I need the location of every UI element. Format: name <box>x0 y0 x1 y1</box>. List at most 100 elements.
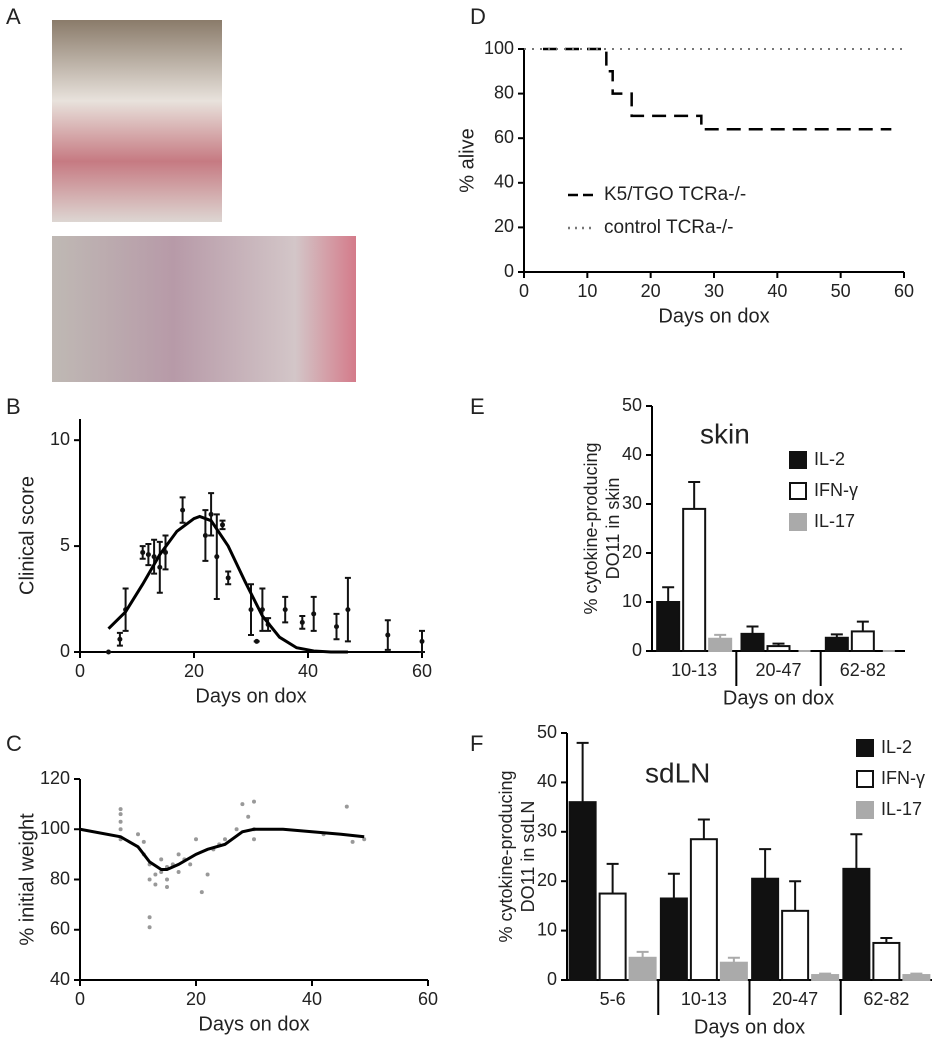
legend-swatch <box>856 801 874 819</box>
point <box>140 549 146 555</box>
panel-label: B <box>6 394 21 419</box>
error-bar <box>830 633 843 638</box>
x-tick-label: 10-13 <box>681 989 727 1009</box>
x-tick-label: 10-13 <box>671 660 717 680</box>
y-tick-label: 0 <box>632 640 642 660</box>
legend-swatch <box>789 513 807 531</box>
point <box>350 839 355 844</box>
y-tick-label: 10 <box>622 591 642 611</box>
point <box>147 915 152 920</box>
bar <box>751 877 780 981</box>
point <box>145 552 151 558</box>
error-bar <box>910 972 923 976</box>
x-tick-label: 30 <box>704 281 724 301</box>
bar <box>902 974 931 981</box>
bar <box>656 601 681 652</box>
x-tick-label: 40 <box>302 989 322 1009</box>
y-tick-label: 40 <box>622 444 642 464</box>
point <box>147 925 152 930</box>
error-bar <box>667 872 680 899</box>
point <box>202 533 208 538</box>
point <box>151 554 157 560</box>
error-bar <box>606 862 619 894</box>
y-tick-label: 100 <box>484 38 514 58</box>
point <box>159 857 164 862</box>
legend-label: IL-17 <box>814 511 855 531</box>
y-tick-label: 20 <box>622 542 642 562</box>
error-bar <box>697 818 710 840</box>
point <box>246 814 251 819</box>
y-tick-label: 40 <box>494 172 514 192</box>
error-bar <box>727 956 740 963</box>
chart-title: skin <box>700 418 750 449</box>
error-bar <box>746 625 759 634</box>
point <box>153 872 158 877</box>
legend-label: IL-17 <box>881 799 922 819</box>
point <box>225 575 231 581</box>
legend-swatch <box>856 739 874 757</box>
bar <box>708 637 733 652</box>
x-tick-label: 40 <box>767 281 787 301</box>
point <box>344 804 349 809</box>
y-tick-label: 0 <box>504 261 514 281</box>
y-tick-label: 5 <box>60 535 70 555</box>
y-axis-label: % cytokine-producing <box>581 442 601 614</box>
x-tick-label: 5-6 <box>600 989 626 1009</box>
y-axis-label: % initial weight <box>16 813 38 946</box>
y-axis-label: DO11 in sdLN <box>518 801 538 913</box>
x-tick-label: 62-82 <box>840 660 886 680</box>
bar <box>842 867 871 981</box>
y-tick-label: 50 <box>537 722 557 742</box>
point <box>118 812 123 817</box>
bar <box>689 838 718 982</box>
point <box>248 607 254 613</box>
point <box>362 837 367 842</box>
point <box>118 827 123 832</box>
survival-line <box>543 47 892 131</box>
x-tick-label: 40 <box>298 661 318 681</box>
error-bar <box>759 848 772 879</box>
x-tick-label: 0 <box>75 661 85 681</box>
point <box>334 624 339 630</box>
point <box>220 522 225 528</box>
y-tick-label: 40 <box>537 771 557 791</box>
y-tick-label: 120 <box>40 768 70 788</box>
error-bar <box>636 950 649 958</box>
x-tick-label: 62-82 <box>863 989 909 1009</box>
bar <box>766 645 791 652</box>
error-bar <box>576 741 589 803</box>
legend-swatch <box>789 482 807 500</box>
point <box>136 832 140 837</box>
x-axis-label: Days on dox <box>658 305 769 327</box>
error-bar <box>789 880 802 911</box>
y-tick-label: 10 <box>50 429 70 449</box>
y-tick-label: 50 <box>622 395 642 415</box>
error-bar <box>856 620 869 632</box>
error-bar <box>819 972 832 976</box>
x-axis-label: Days on dox <box>198 1013 309 1035</box>
point <box>117 636 123 642</box>
point <box>118 819 123 824</box>
legend-label: IFN-γ <box>814 480 858 500</box>
chart-title: sdLN <box>645 757 710 788</box>
point <box>176 869 181 874</box>
point <box>205 872 210 877</box>
point <box>176 852 181 857</box>
point <box>165 885 169 890</box>
x-axis-label: Days on dox <box>694 1016 805 1038</box>
y-tick-label: 20 <box>537 870 557 890</box>
error-bar <box>714 633 727 639</box>
legend-label: control TCRa-/- <box>604 217 734 238</box>
bar <box>628 956 657 982</box>
y-tick-label: 20 <box>494 216 514 236</box>
y-tick-label: 100 <box>40 818 70 838</box>
bar <box>824 636 849 653</box>
panel-label: E <box>470 394 485 419</box>
y-axis-label: % alive <box>456 128 478 192</box>
point <box>299 619 305 625</box>
x-tick-label: 0 <box>519 281 529 301</box>
fit-line <box>79 827 365 871</box>
y-axis-label: % cytokine-producing <box>496 770 516 942</box>
x-tick-label: 20 <box>184 661 204 681</box>
y-axis-label: Clinical score <box>16 476 38 595</box>
